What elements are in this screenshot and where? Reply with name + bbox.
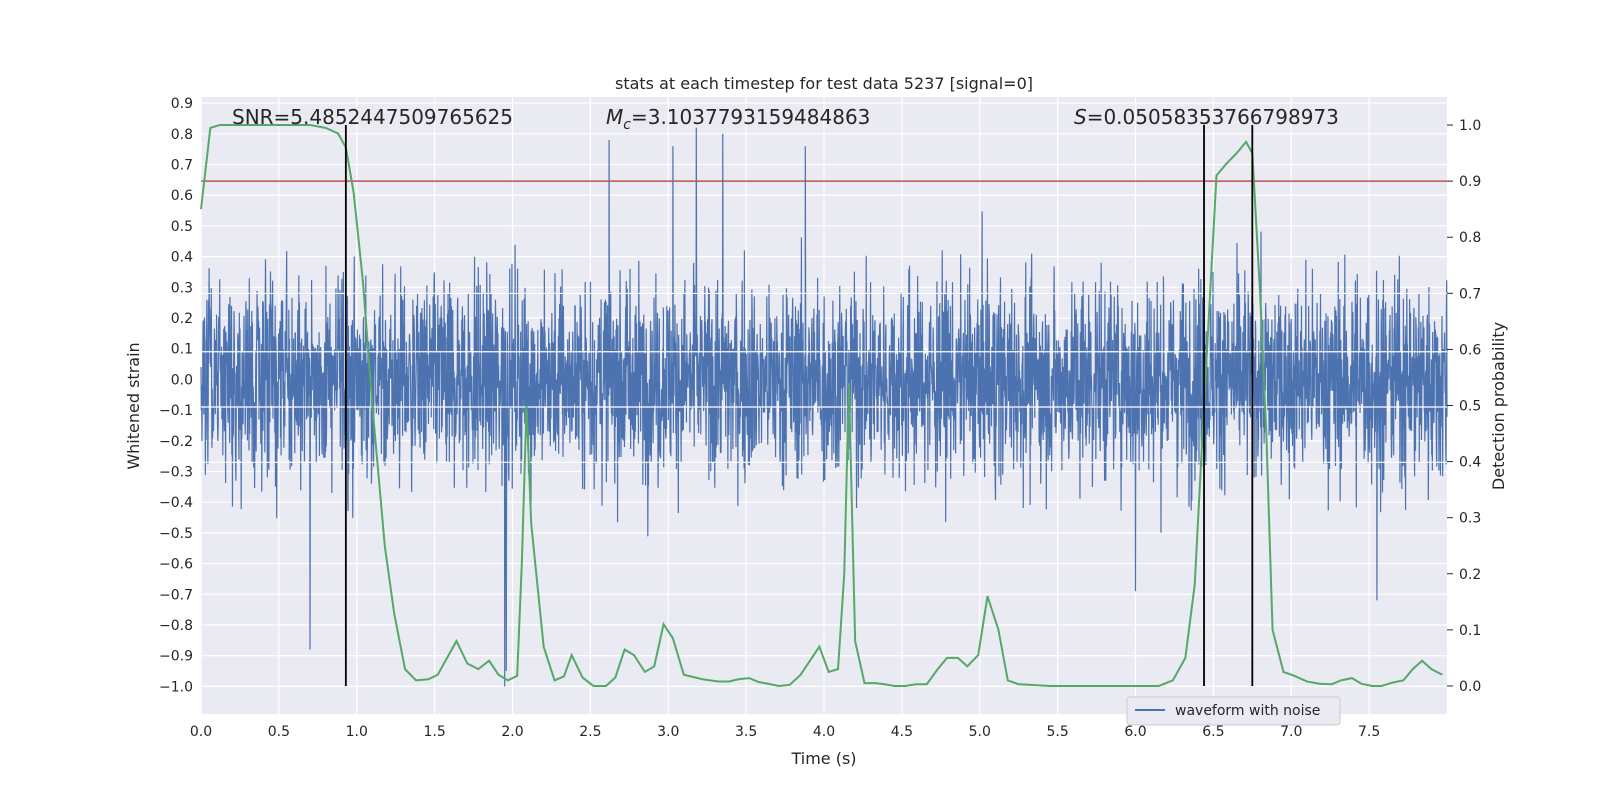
legend-label: waveform with noise: [1175, 703, 1320, 719]
legend: waveform with noise: [1126, 696, 1341, 726]
y-tick-label: −0.9: [159, 649, 193, 665]
noise-series: [200, 127, 1448, 687]
probability-line: [200, 124, 1443, 687]
legend-box: [1126, 696, 1341, 726]
y2-tick-label: 0.9: [1459, 174, 1481, 190]
y2-axis-label: Detection probability: [1489, 322, 1508, 490]
y2-tick-label: 0.0: [1459, 679, 1481, 695]
x-tick-label: 7.0: [1280, 724, 1302, 740]
x-tick-label: 6.5: [1202, 724, 1224, 740]
y-tick-label: −0.8: [159, 618, 193, 634]
x-axis-label: Time (s): [790, 749, 856, 768]
y2-tick-label: 0.4: [1459, 455, 1481, 471]
y-tick-label: 0.8: [171, 127, 193, 143]
y-tick-label: −0.1: [159, 403, 193, 419]
y-tick-label: 0.7: [171, 158, 193, 174]
y-tick-label: 0.4: [171, 250, 193, 266]
y2-tick-label: 0.5: [1459, 399, 1481, 415]
y-tick-label: 0.3: [171, 280, 193, 296]
score-symbol: S: [1074, 105, 1087, 129]
x-tick-label: 7.5: [1358, 724, 1380, 740]
y-tick-label: 0.1: [171, 342, 193, 358]
noise-line: [200, 127, 1448, 687]
y-axis-right: 1.0 0.9 0.8 0.7 0.6 0.5 0.4 0.3 0.2 0.1 0.0: [1447, 118, 1481, 695]
x-tick-label: 4.5: [891, 724, 913, 740]
score-value: =0.05058353766798973: [1087, 105, 1339, 129]
x-tick-label: 2.5: [579, 724, 601, 740]
y-tick-label: −0.5: [159, 526, 193, 542]
x-tick-label: 3.5: [735, 724, 757, 740]
chirp-mass-value: =3.1037793159484863: [631, 105, 870, 129]
x-tick-label: 4.0: [813, 724, 835, 740]
y-tick-label: −0.6: [159, 557, 193, 573]
y-tick-label: 0.2: [171, 311, 193, 327]
snr-annotation: SNR=5.4852447509765625: [232, 105, 513, 129]
y2-tick-label: 0.6: [1459, 342, 1481, 358]
y-tick-label: −0.3: [159, 464, 193, 480]
x-tick-label: 6.0: [1124, 724, 1146, 740]
x-tick-label: 5.5: [1046, 724, 1068, 740]
chart-title: stats at each timestep for test data 523…: [615, 74, 1033, 93]
y2-tick-label: 1.0: [1459, 118, 1481, 134]
x-tick-label: 0.0: [190, 724, 212, 740]
x-tick-label: 0.5: [268, 724, 290, 740]
y-tick-label: 0.9: [171, 96, 193, 112]
y-tick-label: 0.5: [171, 219, 193, 235]
x-tick-label: 1.0: [346, 724, 368, 740]
chirp-mass-annotation: Mc=3.1037793159484863: [606, 105, 870, 133]
chirp-mass-subscript: c: [623, 117, 631, 133]
y2-tick-label: 0.7: [1459, 286, 1481, 302]
vertical-markers: [344, 125, 1254, 686]
x-axis: 0.0 0.5 1.0 1.5 2.0 2.5 3.0 3.5 4.0 4.5 5.0 5.5 6.0 6…: [190, 724, 1380, 740]
y-tick-label: −1.0: [159, 679, 193, 695]
chirp-mass-symbol: M: [606, 105, 623, 129]
y2-tick-label: 0.1: [1459, 623, 1481, 639]
probability-series: [200, 124, 1447, 687]
x-tick-label: 1.5: [423, 724, 445, 740]
y2-tick-label: 0.3: [1459, 511, 1481, 527]
y2-tick-label: 0.2: [1459, 567, 1481, 583]
y-axis-label: Whitened strain: [124, 342, 143, 469]
y-axis-left: 0.9 0.8 0.7 0.6 0.5 0.4 0.3 0.2 0.1 0.0 −0.1 −0.2 −0…: [159, 96, 193, 695]
y2-tick-label: 0.8: [1459, 230, 1481, 246]
score-annotation: S=0.05058353766798973: [1074, 105, 1339, 129]
y-tick-label: 0.6: [171, 188, 193, 204]
x-tick-label: 5.0: [969, 724, 991, 740]
x-tick-label: 2.0: [501, 724, 523, 740]
x-tick-label: 3.0: [657, 724, 679, 740]
y-tick-label: −0.4: [159, 495, 193, 511]
y-tick-label: 0.0: [171, 372, 193, 388]
y-tick-label: −0.7: [159, 587, 193, 603]
y-tick-label: −0.2: [159, 434, 193, 450]
